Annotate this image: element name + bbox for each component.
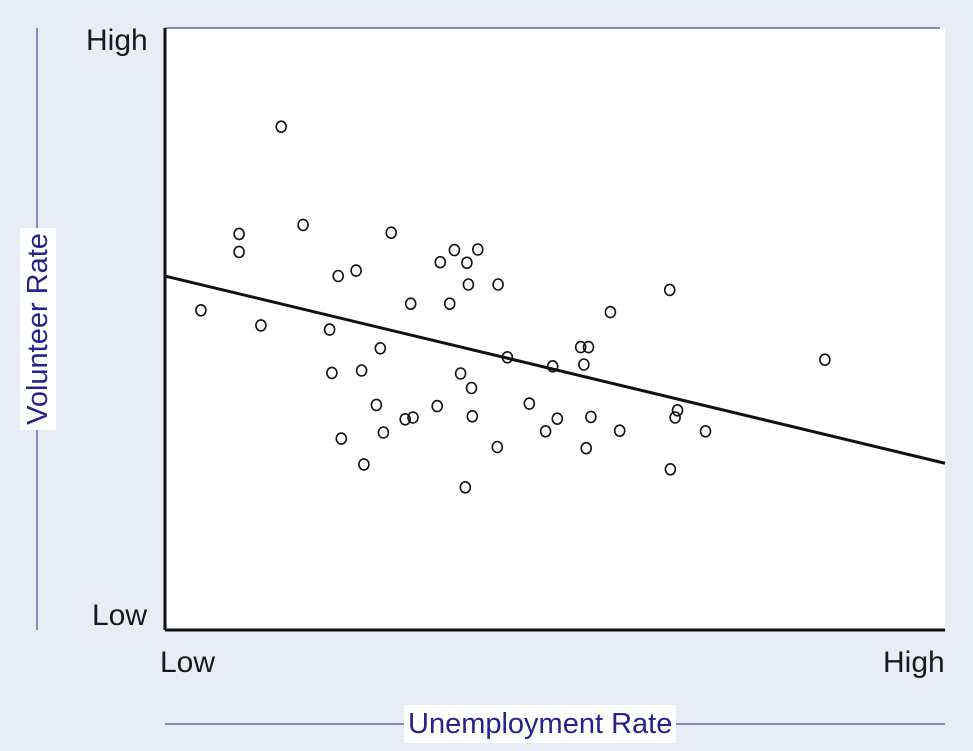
data-point-19 (404, 297, 417, 311)
data-point-31 (471, 243, 484, 256)
data-point-44 (613, 424, 626, 438)
data-point-15 (374, 341, 387, 355)
data-point-2 (233, 227, 245, 241)
data-point-47 (664, 462, 677, 476)
y-axis-title-box: Volunteer Rate (20, 228, 56, 430)
data-point-40 (578, 358, 590, 371)
data-point-33 (492, 278, 504, 291)
y-axis-title: Volunteer Rate (22, 233, 54, 425)
data-point-30 (466, 409, 479, 423)
data-point-4 (255, 319, 267, 332)
x-tick-label-high: High (883, 646, 945, 679)
data-point-16 (377, 426, 390, 439)
data-point-29 (465, 381, 478, 395)
data-point-5 (275, 120, 288, 133)
data-point-13 (358, 458, 370, 471)
data-point-32 (491, 440, 504, 454)
data-point-21 (431, 399, 444, 413)
data-point-36 (539, 424, 552, 438)
y-tick-label-low: Low (92, 599, 148, 632)
data-point-7 (323, 323, 336, 336)
data-point-26 (459, 480, 472, 494)
data-point-9 (332, 269, 345, 283)
data-point-14 (370, 398, 383, 412)
data-point-25 (454, 367, 467, 380)
data-points (195, 120, 831, 494)
data-point-42 (582, 340, 595, 354)
data-point-49 (671, 403, 684, 417)
data-point-1 (195, 303, 207, 317)
plot-area (165, 28, 945, 630)
data-point-24 (448, 243, 461, 257)
data-point-22 (434, 255, 447, 269)
data-point-23 (443, 297, 456, 311)
data-point-8 (326, 366, 338, 380)
data-point-3 (233, 245, 245, 259)
data-point-18 (399, 412, 412, 426)
data-point-38 (551, 412, 564, 426)
data-point-35 (523, 397, 536, 410)
data-point-41 (580, 441, 593, 455)
x-tick-label-low: Low (160, 646, 216, 679)
data-point-11 (350, 264, 362, 277)
data-point-12 (355, 364, 368, 377)
y-tick-label-high: High (86, 24, 148, 57)
data-point-51 (819, 353, 831, 367)
data-point-37 (546, 359, 559, 373)
data-point-17 (385, 226, 398, 239)
data-point-28 (462, 278, 475, 291)
data-point-10 (335, 432, 348, 445)
data-point-45 (604, 305, 617, 319)
data-point-39 (574, 340, 587, 354)
trend-line (164, 274, 946, 465)
x-axis-title: Unemployment Rate (404, 705, 677, 743)
data-point-20 (407, 411, 419, 424)
data-point-6 (297, 218, 309, 232)
data-point-46 (663, 283, 676, 297)
data-point-48 (669, 411, 681, 424)
data-point-27 (461, 256, 473, 270)
data-point-50 (699, 424, 712, 438)
data-point-43 (585, 410, 597, 424)
